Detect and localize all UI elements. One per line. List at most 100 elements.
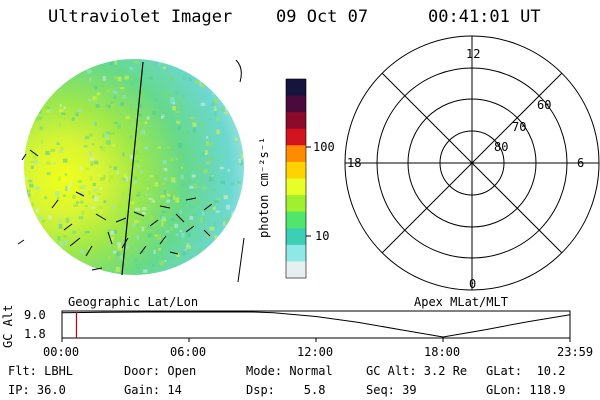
speckle-dot <box>30 187 34 191</box>
speckle-dot <box>28 179 33 183</box>
polar-grid <box>344 35 600 291</box>
speckle-dot <box>184 248 187 252</box>
speckle-dot <box>52 207 58 210</box>
speckle-dot <box>35 59 40 64</box>
speckle-dot <box>129 107 132 111</box>
speckle-dot <box>107 255 111 261</box>
speckle-dot <box>144 121 148 125</box>
speckle-dot <box>201 272 206 275</box>
speckle-dot <box>119 255 124 260</box>
speckle-dot <box>214 89 219 93</box>
colorbar-segment <box>286 161 306 179</box>
speckle-dot <box>36 221 40 226</box>
speckle-dot <box>239 210 244 214</box>
speckle-dot <box>82 184 86 189</box>
speckle-dot <box>116 170 119 175</box>
speckle-dot <box>44 195 48 200</box>
speckle-dot <box>32 155 37 160</box>
speckle-dot <box>70 75 75 78</box>
speckle-dot <box>193 265 196 268</box>
mlt-label-18: 18 <box>347 156 362 170</box>
speckle-dot <box>35 208 39 213</box>
speckle-dot <box>26 193 31 198</box>
speckle-dot <box>202 151 205 157</box>
speckle-dot <box>205 256 210 261</box>
speckle-dot <box>30 160 35 163</box>
speckle-dot <box>212 91 218 96</box>
speckle-dot <box>87 99 93 102</box>
speckle-dot <box>194 183 198 189</box>
speckle-dot <box>86 271 90 274</box>
speckle-dot <box>194 79 200 84</box>
speckle-dot <box>41 219 46 223</box>
speckle-dot <box>113 229 118 234</box>
speckle-dot <box>231 268 234 274</box>
speckle-dot <box>35 186 40 190</box>
speckle-dot <box>170 157 174 161</box>
speckle-dot <box>80 191 84 197</box>
speckle-dot <box>231 211 236 217</box>
speckle-dot <box>30 165 34 169</box>
speckle-dot <box>66 185 70 191</box>
speckle-dot <box>63 106 66 110</box>
speckle-dot <box>189 215 193 220</box>
colorbar-segment <box>286 244 306 262</box>
speckle-dot <box>119 87 125 90</box>
speckle-dot <box>77 180 82 183</box>
speckle-dot <box>91 152 94 158</box>
status-gain: Gain: 14 <box>124 383 182 397</box>
speckle-dot <box>213 206 216 210</box>
speckle-dot <box>153 249 156 255</box>
speckle-dot <box>48 86 54 89</box>
speckle-dot <box>225 204 231 210</box>
speckle-dot <box>49 108 53 112</box>
speckle-dot <box>84 241 89 246</box>
speckle-dot <box>42 68 46 72</box>
colorbar-segment <box>286 112 306 130</box>
speckle-dot <box>162 229 166 233</box>
meridian-line <box>121 61 144 276</box>
speckle-dot <box>158 181 163 184</box>
speckle-dot <box>213 222 217 227</box>
speckle-dot <box>156 234 162 240</box>
speckle-dot <box>90 172 95 175</box>
speckle-dot <box>37 108 42 114</box>
speckle-dot <box>57 236 61 241</box>
speckle-dot <box>194 201 200 205</box>
speckle-dot <box>51 92 54 96</box>
speckle-dot <box>25 267 30 272</box>
speckle-dot <box>227 168 230 172</box>
speckle-dot <box>94 121 97 127</box>
speckle-dot <box>80 200 84 204</box>
speckle-dot <box>182 251 187 256</box>
speckle-dot <box>135 222 139 227</box>
speckle-dot <box>152 111 156 115</box>
speckle-dot <box>45 150 51 155</box>
speckle-dot <box>170 177 176 183</box>
speckle-dot <box>213 200 219 203</box>
speckle-dot <box>68 204 72 209</box>
speckle-dot <box>179 270 184 275</box>
speckle-dot <box>135 207 140 212</box>
speckle-dot <box>163 90 167 94</box>
speckle-dot <box>133 179 138 184</box>
speckle-dot <box>161 210 166 214</box>
speckle-dot <box>213 106 217 112</box>
speckle-dot <box>170 270 174 273</box>
speckle-dot <box>217 258 223 262</box>
speckle-dot <box>97 173 102 177</box>
speckle-dot <box>154 181 159 187</box>
speckle-dot <box>32 109 36 114</box>
colorbar-unit-label: photon cm⁻²s⁻¹ <box>257 136 271 238</box>
speckle-dot <box>87 273 91 275</box>
speckle-dot <box>144 146 149 150</box>
speckle-dot <box>45 109 50 113</box>
altitude-ytick-high: 9.0 <box>24 308 46 322</box>
speckle-dot <box>237 92 242 97</box>
colorbar-segment <box>286 195 306 213</box>
speckle-dot <box>79 185 83 189</box>
speckle-dot <box>213 273 219 275</box>
speckle-dot <box>219 216 222 221</box>
speckle-dot <box>186 232 191 238</box>
